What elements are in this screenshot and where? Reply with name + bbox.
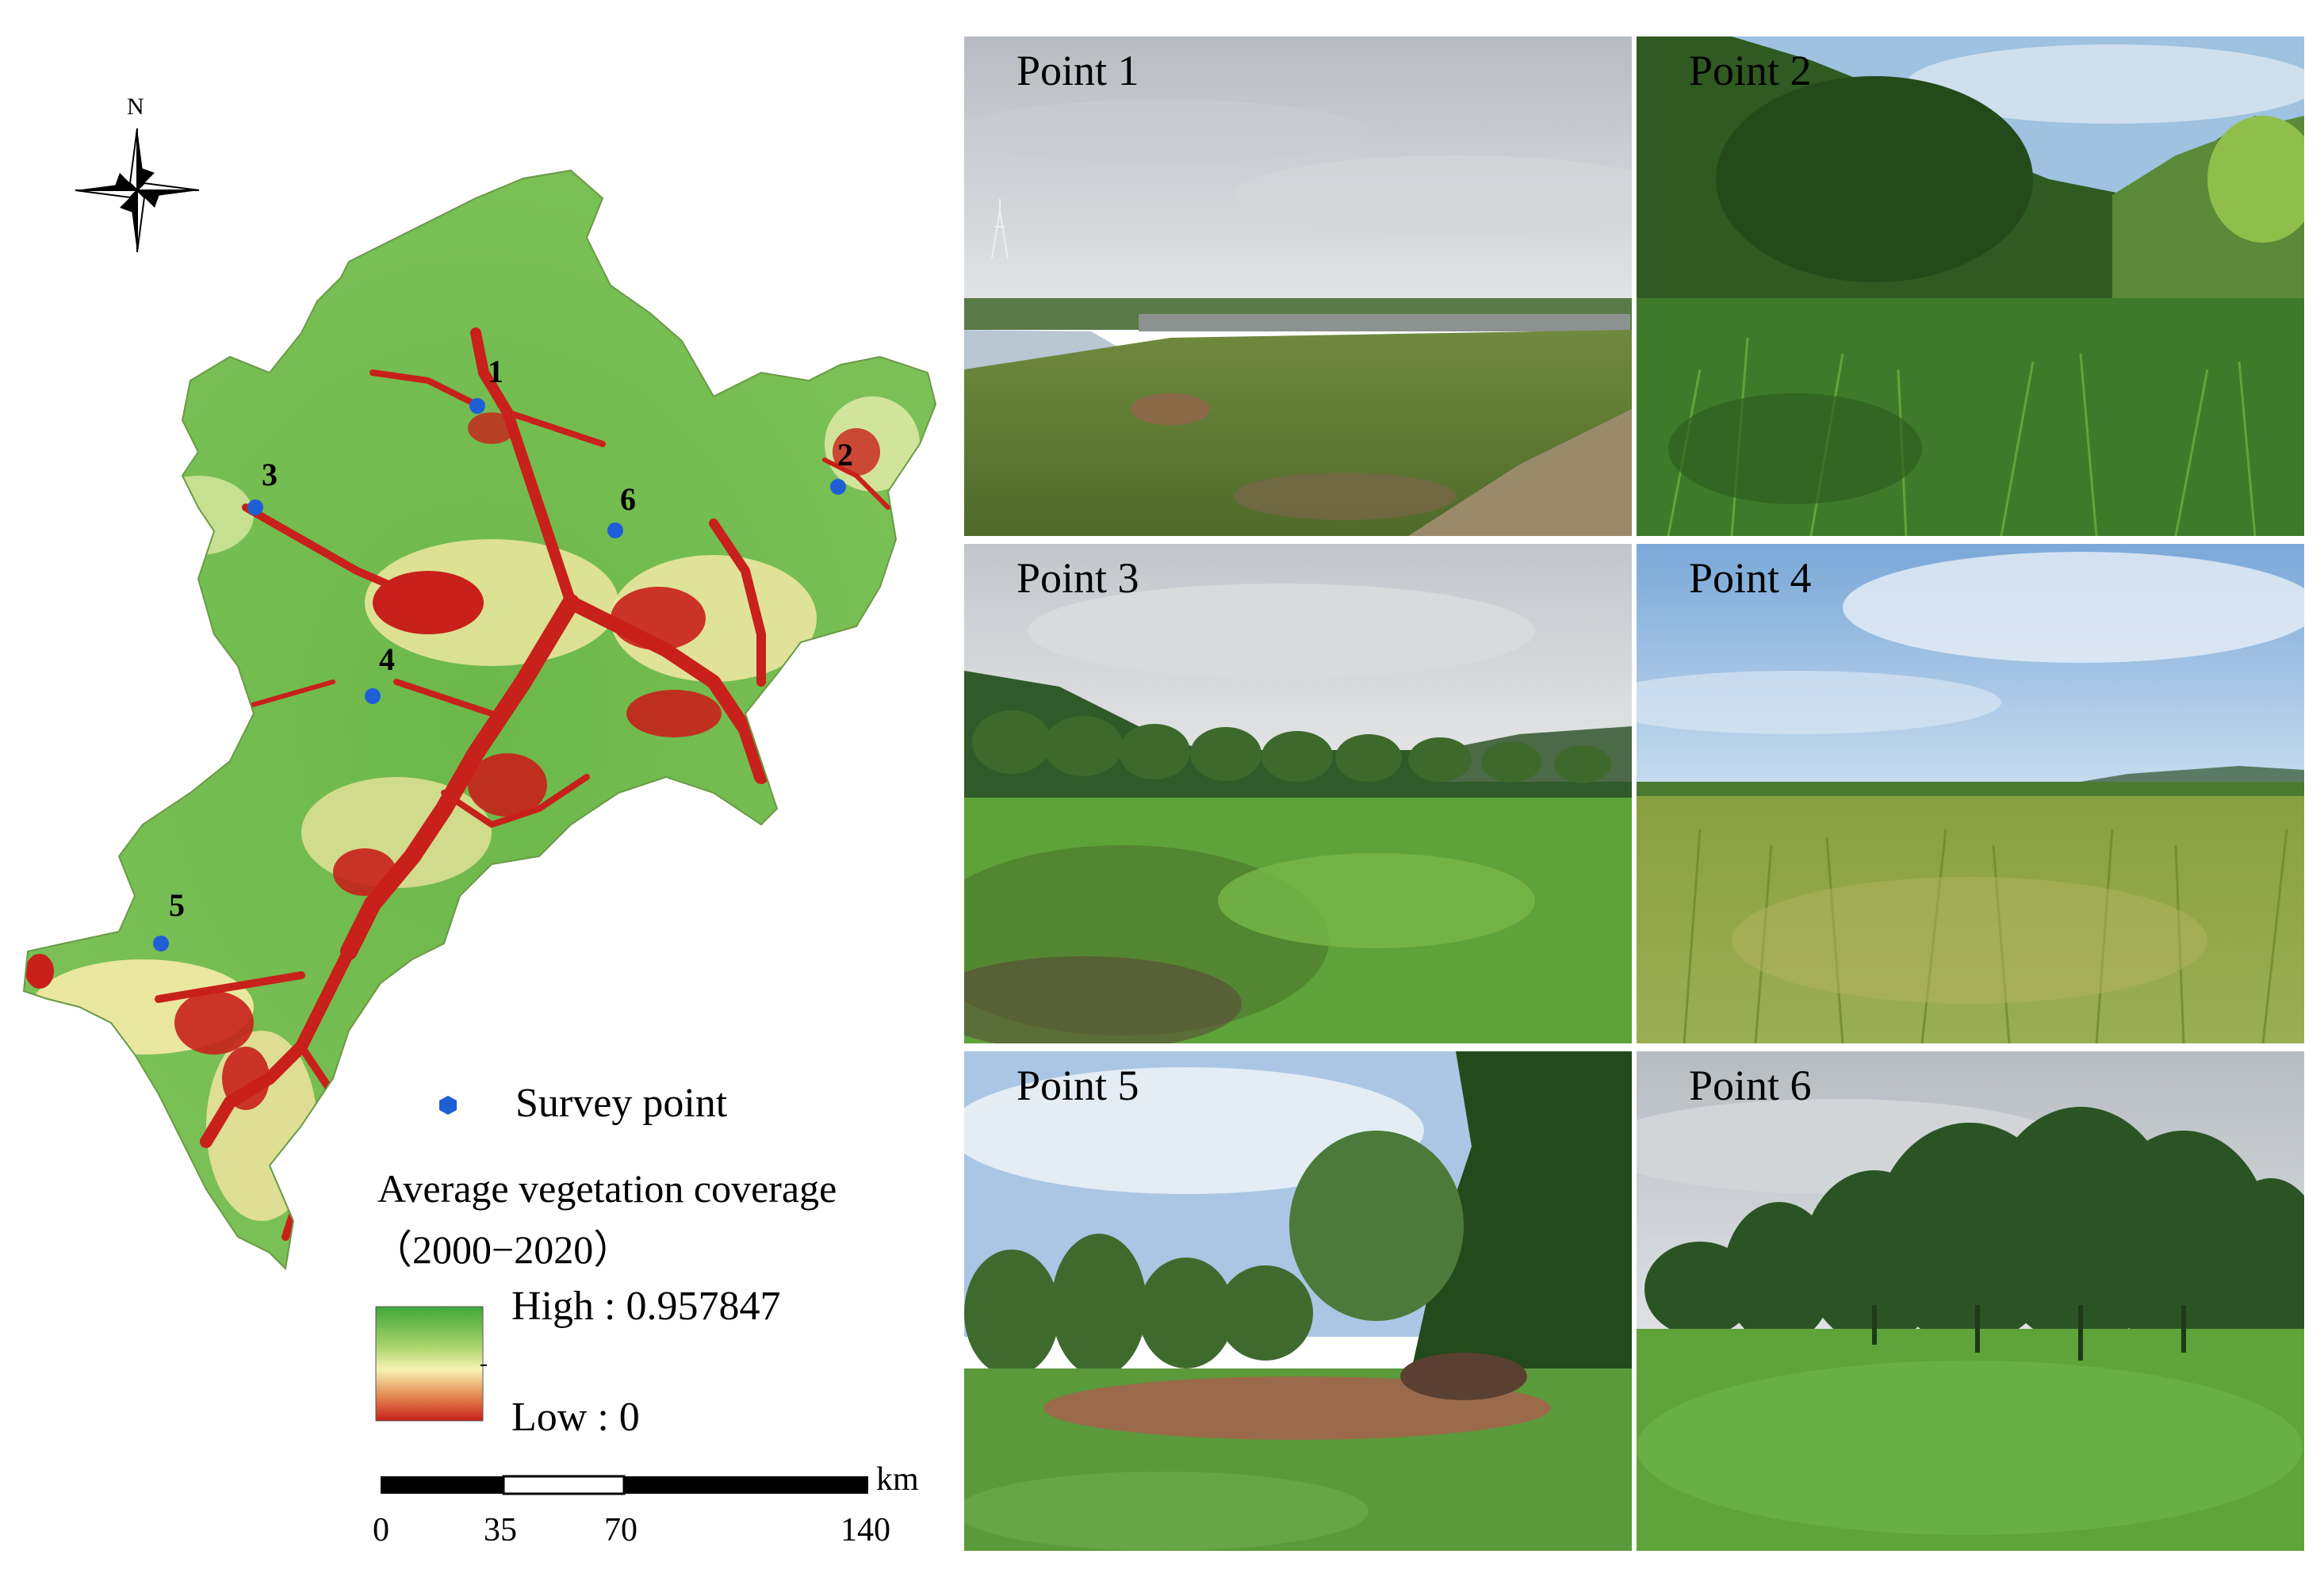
map-panel: N Survey point Average vegetation covera… <box>0 0 959 1577</box>
survey-points-layer <box>153 398 846 951</box>
survey-point-label-5: 5 <box>169 887 185 923</box>
north-arrow-icon <box>75 128 200 253</box>
photo-label-point-6: Point 6 <box>1689 1062 1812 1109</box>
photo-point-1: Point 1 <box>964 36 1632 536</box>
north-label: N <box>127 94 144 120</box>
survey-point-label-2: 2 <box>837 437 853 473</box>
survey-photo-grid: Point 1 Point 2 <box>964 36 2304 1552</box>
photo-label-point-5: Point 5 <box>1017 1062 1139 1109</box>
photo-label-point-3: Point 3 <box>1017 554 1139 602</box>
photo-point-2: Point 2 <box>1637 36 2304 536</box>
survey-point-label-4: 4 <box>379 641 395 677</box>
survey-point-label-1: 1 <box>488 354 503 389</box>
scale-tick-35: 35 <box>484 1512 517 1548</box>
photo-point-4: Point 4 <box>1637 544 2304 1043</box>
coverage-color-ramp <box>375 1306 484 1422</box>
photo-point-3: Point 3 <box>964 544 1632 1043</box>
photo-point-5: Point 5 <box>964 1051 1632 1551</box>
coverage-legend-title: Average vegetation coverage <box>377 1166 837 1211</box>
survey-point-marker-2 <box>830 479 846 495</box>
survey-point-label-6: 6 <box>620 481 636 517</box>
photo-label-point-2: Point 2 <box>1689 47 1812 94</box>
scale-tick-140: 140 <box>840 1512 890 1548</box>
coverage-high-label: High : 0.957847 <box>511 1284 781 1329</box>
survey-point-marker-1 <box>469 398 485 414</box>
survey-point-marker-5 <box>153 936 169 951</box>
photo-label-point-4: Point 4 <box>1689 554 1812 602</box>
survey-point-marker-6 <box>607 522 623 538</box>
survey-point-marker-4 <box>365 688 381 704</box>
survey-point-label-3: 3 <box>262 457 278 492</box>
survey-point-legend-label: Survey point <box>515 1081 728 1126</box>
scale-bar <box>381 1475 868 1495</box>
basin-map <box>23 128 936 1495</box>
survey-point-legend-icon <box>439 1096 457 1115</box>
scale-tick-0: 0 <box>373 1512 389 1548</box>
survey-point-marker-3 <box>247 500 263 515</box>
vegetation-coverage-layer <box>25 327 920 1241</box>
photo-label-point-1: Point 1 <box>1017 47 1139 94</box>
photo-point-6: Point 6 <box>1637 1051 2304 1551</box>
scale-unit-label: km <box>876 1461 919 1498</box>
coverage-legend-period: （2000−2020） <box>373 1227 634 1272</box>
coverage-low-label: Low : 0 <box>511 1395 640 1440</box>
scale-tick-70: 70 <box>604 1512 637 1548</box>
